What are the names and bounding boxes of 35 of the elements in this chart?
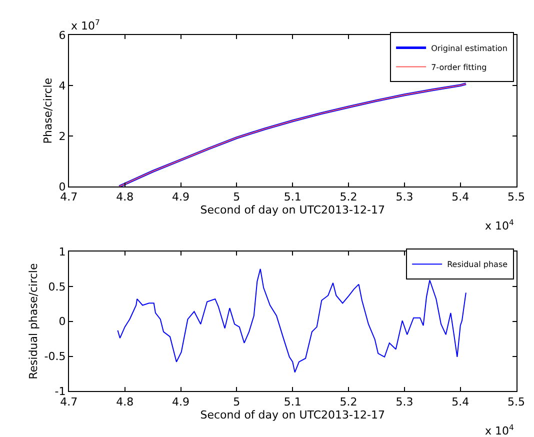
text: x 10$^{4}$	[485, 218, 514, 233]
x-tick-label: 5.2	[340, 395, 358, 408]
x-tick-label: 4.8	[116, 190, 134, 204]
x-tick-label: 5.4	[452, 190, 470, 204]
text: x 10$^{7}$	[71, 18, 100, 33]
x-tick-label: 4.9	[172, 190, 190, 204]
y-axis-title: Residual phase/circle	[26, 263, 40, 380]
x-tick-label: 5.5	[508, 395, 526, 408]
legend-label: Residual phase	[447, 260, 508, 270]
x-axis-title: Second of day on UTC2013-12-17	[200, 204, 385, 217]
x-tick-label: 5.2	[340, 190, 358, 204]
x-tick-label: 5.3	[396, 395, 414, 408]
legend-label: Original estimation	[431, 44, 508, 53]
y-tick-label: 2	[58, 130, 66, 143]
x-tick-label: 5.5	[508, 190, 526, 204]
x-tick-label: 4.7	[60, 190, 78, 204]
x-tick-label: 5	[233, 395, 240, 408]
y-axis-title: Phase/circle	[41, 78, 54, 144]
y-tick-label: 1	[58, 245, 66, 258]
x-tick-label: 5.3	[396, 190, 414, 204]
x-tick-label: 5.4	[452, 395, 470, 408]
legend-label: 7-order fitting	[431, 62, 487, 72]
y-tick-label: -0.5	[44, 350, 66, 364]
x-axis-title: Second of day on UTC2013-12-17	[200, 408, 385, 422]
y-tick-label: 4	[58, 79, 66, 92]
x-tick-label: 5.1	[284, 395, 302, 408]
x-tick-label: 5	[233, 190, 240, 204]
text: x 10$^{4}$	[485, 423, 514, 437]
x-tick-label: 5.1	[284, 190, 302, 204]
y-tick-label: 0	[58, 180, 66, 194]
x-tick-label: 4.8	[116, 395, 134, 408]
y-tick-label: 0	[58, 315, 66, 328]
x-tick-label: 4.9	[172, 395, 190, 408]
y-tick-label: 0.5	[48, 280, 66, 294]
y-tick-label: 6	[58, 28, 66, 42]
